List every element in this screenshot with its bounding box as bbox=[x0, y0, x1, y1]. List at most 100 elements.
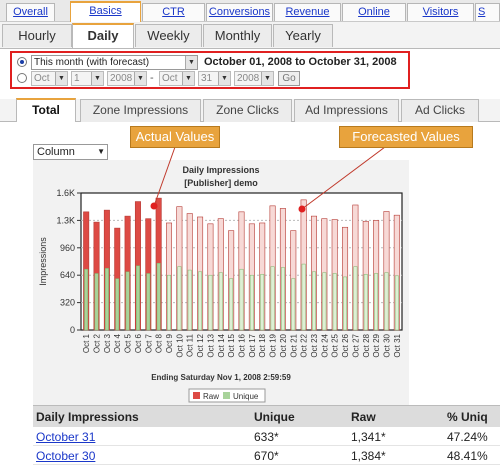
preset-select[interactable]: This month (with forecast) ▼ bbox=[31, 55, 198, 70]
tab-visitors[interactable]: Visitors bbox=[407, 3, 474, 21]
row-date-link[interactable]: October 30 bbox=[36, 449, 96, 463]
unique-bar bbox=[167, 274, 171, 331]
unique-bar bbox=[384, 272, 389, 331]
chart-title: Daily Impressions bbox=[182, 165, 259, 175]
from-day-select[interactable]: 1 ▼ bbox=[71, 71, 104, 86]
tab-daily[interactable]: Daily bbox=[72, 23, 134, 48]
x-tick-label: Oct 29 bbox=[372, 333, 381, 357]
preset-select-value: This month (with forecast) bbox=[34, 57, 150, 68]
unique-bar bbox=[104, 268, 109, 331]
tab-overall[interactable]: Overall bbox=[6, 3, 55, 21]
chart-frame: Daily Impressions [Publisher] demo 0 320 640… bbox=[33, 160, 409, 405]
unique-bar bbox=[198, 271, 203, 331]
x-tick-label: Oct 11 bbox=[186, 333, 195, 357]
unique-bar bbox=[394, 275, 399, 331]
tab-zone-clicks[interactable]: Zone Clicks bbox=[203, 99, 292, 122]
x-tick-label: Oct 17 bbox=[248, 333, 257, 357]
unique-bar bbox=[343, 276, 347, 331]
chevron-down-icon: ▼ bbox=[218, 72, 230, 85]
table-header: Daily Impressions Unique Raw % Uniq bbox=[33, 405, 500, 427]
chevron-down-icon: ▼ bbox=[91, 72, 103, 85]
col-daily-impressions[interactable]: Daily Impressions bbox=[36, 410, 139, 424]
col-unique[interactable]: Unique bbox=[254, 410, 295, 424]
x-tick-label: Oct 25 bbox=[331, 333, 340, 357]
unique-bar bbox=[115, 278, 120, 331]
x-tick-label: Oct 21 bbox=[289, 333, 298, 357]
chart-type-select[interactable]: Column ▼ bbox=[33, 144, 108, 160]
unique-bar bbox=[229, 278, 234, 331]
from-day-value: 1 bbox=[74, 73, 80, 84]
unique-bar bbox=[125, 271, 130, 331]
tab-weekly[interactable]: Weekly bbox=[135, 24, 202, 47]
tab-revenue[interactable]: Revenue bbox=[274, 3, 341, 21]
to-month-select[interactable]: Oct ▼ bbox=[159, 71, 195, 86]
x-tick-label: Oct 30 bbox=[382, 333, 391, 357]
unique-bar bbox=[270, 266, 275, 331]
tab-hourly[interactable]: Hourly bbox=[2, 24, 72, 47]
preset-radio[interactable] bbox=[17, 57, 27, 67]
chart-footer: Ending Saturday Nov 1, 2008 2:59:59 bbox=[151, 373, 291, 382]
to-year-value: 2008 bbox=[237, 73, 260, 84]
tab-zone-impressions[interactable]: Zone Impressions bbox=[80, 99, 201, 122]
row-unique: 633* bbox=[254, 430, 279, 444]
x-tick-label: Oct 4 bbox=[113, 333, 122, 353]
y-tick-label: 960 bbox=[60, 243, 75, 253]
unique-bar bbox=[218, 272, 223, 331]
unique-bar bbox=[260, 274, 265, 331]
to-day-select[interactable]: 31 ▼ bbox=[198, 71, 231, 86]
table-row: October 30 670* 1,384* 48.41% bbox=[33, 446, 500, 465]
tab-ad-clicks[interactable]: Ad Clicks bbox=[401, 99, 479, 122]
unique-bar bbox=[84, 268, 89, 331]
row-pct: 47.24% bbox=[447, 430, 488, 444]
legend-label-raw: Raw bbox=[203, 392, 219, 401]
to-year-select[interactable]: 2008 ▼ bbox=[234, 71, 274, 86]
col-raw[interactable]: Raw bbox=[351, 410, 376, 424]
unique-bar bbox=[136, 265, 140, 331]
metric-tab-bar: Total Zone Impressions Zone Clicks Ad Im… bbox=[0, 98, 500, 122]
unique-bar bbox=[332, 273, 337, 331]
go-button[interactable]: Go bbox=[278, 71, 300, 86]
chevron-down-icon: ▼ bbox=[261, 72, 273, 85]
chevron-down-icon: ▼ bbox=[134, 72, 146, 85]
tab-truncated[interactable]: S bbox=[475, 3, 500, 21]
unique-bar bbox=[291, 278, 296, 331]
x-tick-label: Oct 14 bbox=[217, 333, 226, 357]
col-pct-unique[interactable]: % Uniq bbox=[447, 410, 488, 424]
tab-monthly[interactable]: Monthly bbox=[203, 24, 272, 47]
row-raw: 1,384* bbox=[351, 449, 386, 463]
unique-bar bbox=[301, 263, 306, 331]
from-month-value: Oct bbox=[34, 73, 50, 84]
x-tick-label: Oct 9 bbox=[165, 333, 174, 353]
unique-bar bbox=[177, 266, 182, 331]
x-tick-label: Oct 16 bbox=[238, 333, 247, 357]
tab-ctr[interactable]: CTR bbox=[142, 3, 205, 21]
table-row: October 31 633* 1,341* 47.24% bbox=[33, 427, 500, 446]
tab-total[interactable]: Total bbox=[16, 98, 76, 122]
from-month-select[interactable]: Oct ▼ bbox=[31, 71, 68, 86]
custom-range-radio[interactable] bbox=[17, 73, 27, 83]
to-month-value: Oct bbox=[162, 73, 178, 84]
x-tick-label: Oct 12 bbox=[196, 333, 205, 357]
tab-yearly[interactable]: Yearly bbox=[273, 24, 333, 47]
y-tick-label: 1.3K bbox=[56, 215, 75, 225]
legend-swatch-unique bbox=[223, 392, 230, 399]
tab-basics[interactable]: Basics bbox=[70, 1, 141, 22]
row-date-link[interactable]: October 31 bbox=[36, 430, 96, 444]
x-tick-label: Oct 2 bbox=[93, 333, 102, 353]
x-tick-label: Oct 20 bbox=[279, 333, 288, 357]
from-year-value: 2008 bbox=[110, 73, 133, 84]
tab-conversions[interactable]: Conversions bbox=[206, 3, 273, 21]
x-tick-label: Oct 6 bbox=[134, 333, 143, 353]
from-year-select[interactable]: 2008 ▼ bbox=[107, 71, 147, 86]
unique-bar bbox=[363, 274, 368, 331]
period-tab-bar: Hourly Daily Weekly Monthly Yearly bbox=[0, 23, 500, 48]
y-tick-label: 640 bbox=[60, 270, 75, 280]
x-tick-label: Oct 3 bbox=[103, 333, 112, 353]
row-raw: 1,341* bbox=[351, 430, 386, 444]
tab-ad-impressions[interactable]: Ad Impressions bbox=[294, 99, 399, 122]
x-tick-label: Oct 22 bbox=[300, 333, 309, 357]
unique-bar bbox=[208, 274, 213, 331]
x-tick-label: Oct 28 bbox=[362, 333, 371, 357]
unique-bar bbox=[374, 273, 379, 331]
tab-online[interactable]: Online bbox=[342, 3, 406, 21]
